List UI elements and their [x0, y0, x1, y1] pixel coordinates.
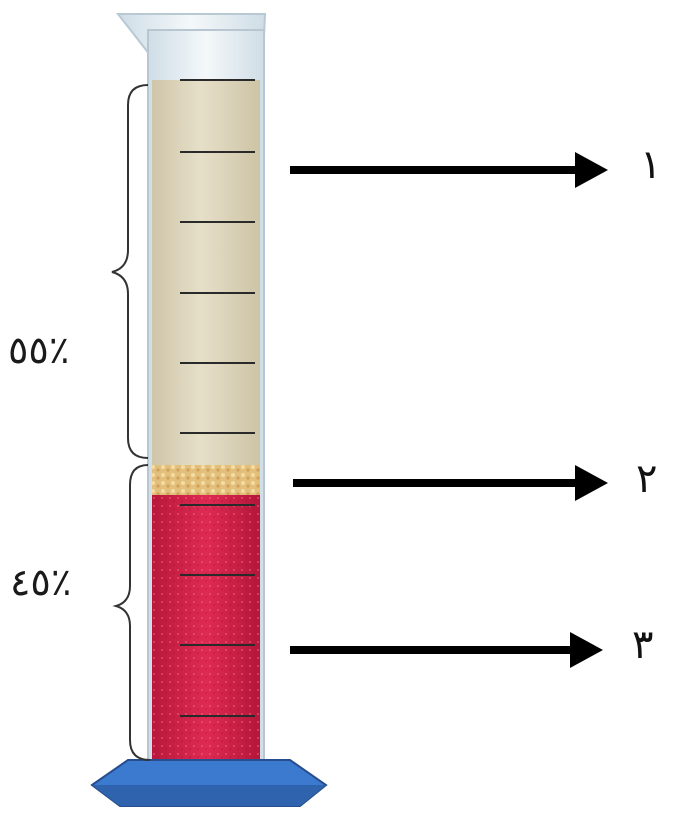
red-cells-percent-label: ٪٤٥: [10, 560, 72, 604]
arrow-3: [290, 632, 603, 668]
plasma-percent-label: ٪٥٥: [8, 328, 70, 372]
graduation-marks: [180, 79, 255, 717]
pointer-label-1: ١: [640, 142, 662, 188]
buffy-coat-layer: [152, 465, 260, 495]
red-cells-layer: [152, 495, 260, 760]
pointer-label-3: ٣: [632, 622, 654, 668]
plasma-brace: [111, 84, 149, 459]
arrow-1: [290, 152, 608, 188]
plasma-layer: [152, 80, 260, 465]
red-cells-brace: [112, 464, 151, 761]
pointer-label-2: ٢: [636, 456, 658, 502]
arrow-2: [293, 465, 608, 501]
cylinder-base: [90, 759, 328, 807]
